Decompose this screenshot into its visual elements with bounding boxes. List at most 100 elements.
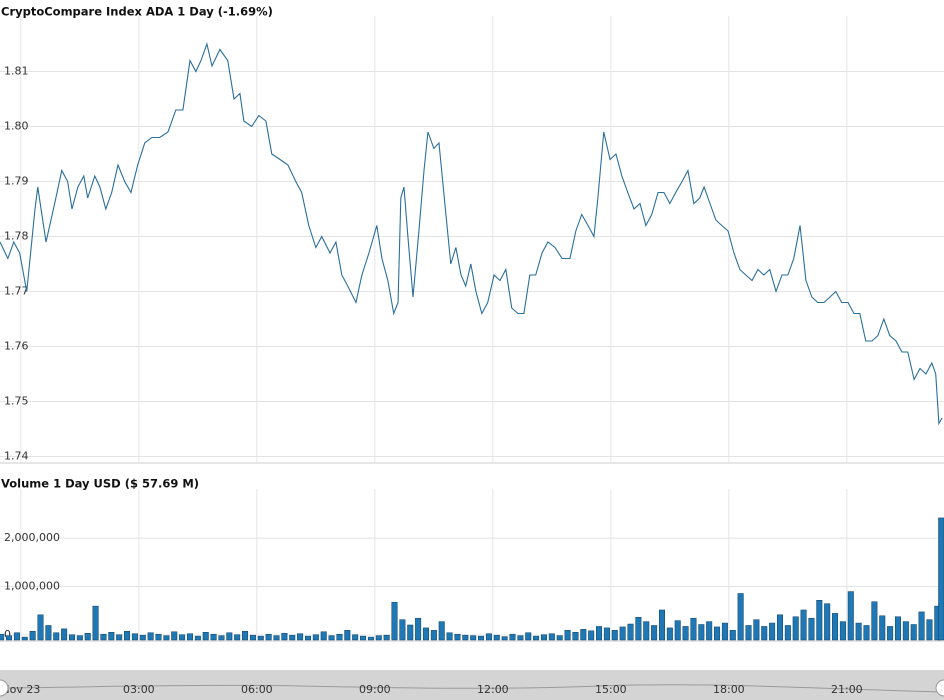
volume-bar (745, 625, 752, 641)
volume-bar (37, 614, 44, 641)
volume-bar (501, 636, 508, 641)
volume-bar (808, 617, 815, 641)
volume-bar (910, 624, 917, 641)
volume-bar (6, 635, 13, 641)
volume-bar (163, 635, 170, 641)
volume-bar (53, 632, 60, 641)
y-tick-label: 1.76 (4, 340, 29, 353)
volume-bar (446, 632, 453, 641)
volume-bar (470, 635, 477, 641)
volume-bar (651, 625, 658, 641)
volume-bar (29, 631, 36, 641)
navigator-line (0, 684, 944, 693)
volume-bar (682, 626, 689, 641)
volume-bar (517, 635, 524, 641)
volume-bar (383, 634, 390, 641)
volume-bar (328, 635, 335, 641)
volume-bar (863, 625, 870, 641)
volume-bar (108, 631, 115, 641)
x-tick-label: 18:00 (713, 683, 745, 696)
y-tick-label: 2,000,000 (4, 531, 60, 544)
navigator (0, 670, 944, 700)
volume-bar (249, 634, 256, 641)
volume-bar (297, 633, 304, 641)
volume-bar (824, 603, 831, 641)
volume-bar (399, 619, 406, 641)
volume-title: Volume 1 Day USD ($ 57.69 M) (1, 477, 199, 491)
volume-bar (666, 627, 673, 641)
volume-bar (257, 635, 264, 641)
volume-bar (454, 633, 461, 641)
volume-bar (902, 621, 909, 641)
x-tick-label: 06:00 (241, 683, 273, 696)
y-tick-label: 1,000,000 (4, 580, 60, 593)
volume-bar (0, 633, 5, 641)
volume-bar (194, 635, 201, 641)
volume-bar (706, 621, 713, 641)
volume-bar (572, 631, 579, 641)
volume-bar (588, 630, 595, 641)
volume-bar (839, 621, 846, 641)
volume-bar (352, 634, 359, 641)
volume-bar (242, 631, 249, 641)
volume-bar (737, 593, 744, 641)
volume-bar (171, 631, 178, 641)
volume-bar (430, 630, 437, 641)
volume-bar (855, 622, 862, 641)
volume-bar (186, 633, 193, 641)
volume-bar (658, 609, 665, 641)
y-tick-label: 1.74 (4, 450, 29, 463)
volume-bar (139, 634, 146, 641)
volume-bar (525, 632, 532, 641)
volume-bar (714, 626, 721, 641)
navigator-handle-left (0, 679, 9, 697)
volume-bar (155, 633, 162, 641)
volume-bar (438, 621, 445, 641)
volume-bar (61, 628, 68, 641)
volume-bar (320, 631, 327, 641)
y-tick-label: 1.80 (4, 120, 29, 133)
volume-bar (556, 635, 563, 641)
y-tick-label: 1.77 (4, 285, 29, 298)
volume-bar (84, 632, 91, 641)
volume-bar (871, 601, 878, 641)
volume-bar (422, 627, 429, 641)
volume-bar (45, 625, 52, 641)
price-line (0, 42, 943, 426)
volume-bar (816, 600, 823, 641)
volume-bar (218, 635, 225, 641)
x-tick-label: 09:00 (359, 683, 391, 696)
volume-bar (375, 635, 382, 641)
volume-bar (76, 635, 83, 641)
volume-bar (131, 633, 138, 641)
volume-bar (729, 630, 736, 641)
x-tick-label: 15:00 (595, 683, 627, 696)
volume-bar (344, 630, 351, 641)
volume-bar (367, 636, 374, 641)
y-tick-label: 1.79 (4, 175, 29, 188)
volume-bar (336, 633, 343, 641)
volume-bar (147, 632, 154, 641)
volume-bar (540, 634, 547, 641)
volume-bar (391, 601, 398, 641)
y-tick-label: 1.81 (4, 65, 29, 78)
x-tick-label: 21:00 (831, 683, 863, 696)
volume-bar (407, 624, 414, 641)
volume-bar (485, 633, 492, 641)
volume-bar (938, 517, 944, 641)
navigator-handle-right (935, 679, 944, 697)
volume-bar (493, 634, 500, 641)
volume-bar (210, 633, 217, 641)
volume-bar (674, 620, 681, 641)
volume-bar (92, 605, 99, 641)
volume-bar (265, 633, 272, 641)
volume-bar (611, 630, 618, 641)
volume-bar (627, 623, 634, 641)
volume-bar (533, 635, 540, 641)
volume-bar (179, 634, 186, 641)
volume-bar (753, 619, 760, 641)
volume-bar (116, 634, 123, 641)
